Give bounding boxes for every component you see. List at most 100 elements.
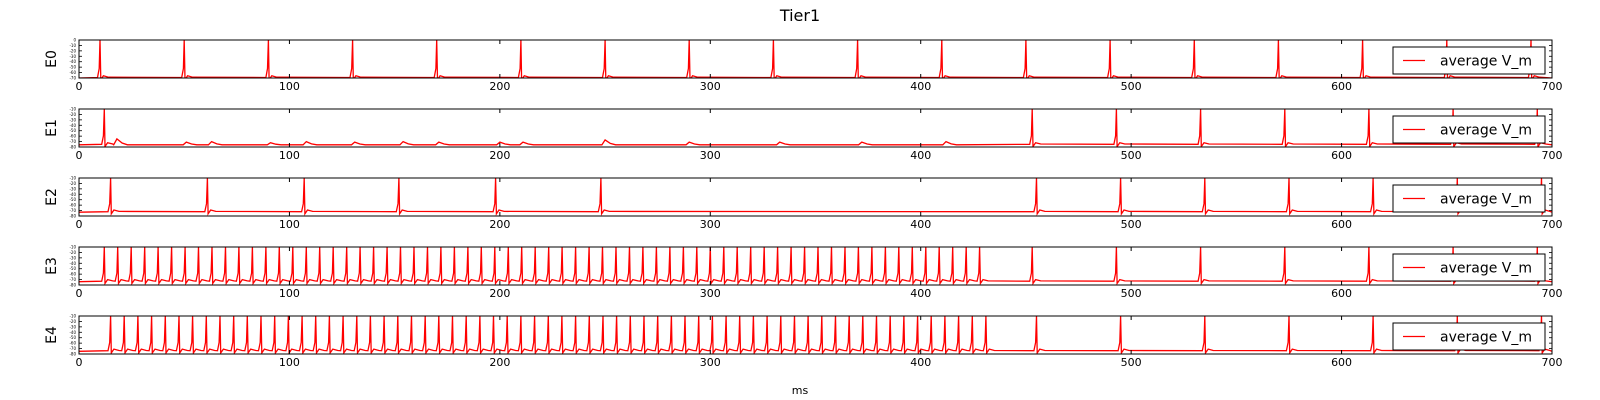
- x-tick-label: 500: [1121, 218, 1142, 231]
- y-tick-label: -30: [69, 117, 76, 122]
- y-tick-label: 0: [73, 38, 76, 43]
- y-axis-label: E0: [44, 50, 60, 68]
- y-tick-label: -50: [69, 128, 76, 133]
- x-tick-label: 200: [489, 287, 510, 300]
- y-tick-label: -40: [69, 123, 76, 128]
- y-tick-label: -70: [69, 208, 76, 213]
- x-tick-label: 0: [76, 356, 83, 369]
- y-tick-label: -70: [69, 277, 76, 282]
- x-tick-label: 100: [279, 218, 300, 231]
- y-tick-label: -30: [69, 255, 76, 260]
- x-tick-label: 600: [1331, 356, 1352, 369]
- x-tick-label: 300: [700, 149, 721, 162]
- y-tick-label: -10: [69, 43, 76, 48]
- plot-frame: [78, 177, 1553, 217]
- voltage-trace: [79, 316, 1552, 354]
- x-tick-label: 400: [910, 149, 931, 162]
- y-tick-label: -80: [69, 145, 76, 150]
- x-tick-label: 700: [1542, 149, 1563, 162]
- voltage-trace: [79, 40, 1552, 78]
- y-tick-label: -30: [69, 324, 76, 329]
- x-tick-label: 200: [489, 80, 510, 93]
- plot-frame: [78, 246, 1553, 286]
- plot-frame: [78, 39, 1553, 79]
- y-tick-label: -20: [69, 48, 76, 53]
- y-tick-label: -60: [69, 272, 76, 277]
- y-tick-label: -40: [69, 192, 76, 197]
- x-tick-label: 400: [910, 287, 931, 300]
- legend-box: [1392, 46, 1546, 75]
- x-tick-label: 600: [1331, 80, 1352, 93]
- y-tick-label: -10: [69, 107, 76, 112]
- y-tick-label: -40: [69, 59, 76, 64]
- y-tick-label: -50: [69, 335, 76, 340]
- plot-frame: [78, 108, 1553, 148]
- legend-label: average V_m: [1440, 192, 1532, 208]
- y-tick-label: -50: [69, 266, 76, 271]
- y-axis-label: E3: [44, 257, 60, 275]
- x-tick-label: 600: [1331, 218, 1352, 231]
- y-tick-label: -10: [69, 176, 76, 181]
- y-tick-label: -50: [69, 197, 76, 202]
- plot-frame: [78, 315, 1553, 355]
- y-tick-label: -80: [69, 283, 76, 288]
- x-tick-label: 700: [1542, 218, 1563, 231]
- panel-e3: 0 100 200 300 400 500 600 700 -10-20-30-40-50-60…: [44, 245, 1563, 301]
- panel-e4: 0 100 200 300 400 500 600 700 -10-20-30-40-50-60…: [44, 314, 1563, 370]
- y-tick-label: -30: [69, 186, 76, 191]
- legend-label: average V_m: [1440, 54, 1532, 70]
- x-tick-label: 700: [1542, 356, 1563, 369]
- x-tick-label: 600: [1331, 287, 1352, 300]
- x-tick-label: 500: [1121, 149, 1142, 162]
- y-tick-label: -20: [69, 319, 76, 324]
- x-tick-label: 0: [76, 287, 83, 300]
- chart-title: Tier1: [779, 6, 821, 25]
- x-tick-label: 0: [76, 218, 83, 231]
- x-tick-label: 400: [910, 218, 931, 231]
- x-tick-label: 400: [910, 356, 931, 369]
- y-tick-label: -70: [69, 139, 76, 144]
- y-tick-label: -50: [69, 65, 76, 70]
- x-tick-label: 200: [489, 218, 510, 231]
- legend-label: average V_m: [1440, 261, 1532, 277]
- y-tick-label: -40: [69, 261, 76, 266]
- x-tick-label: 0: [76, 80, 83, 93]
- y-tick-label: -20: [69, 112, 76, 117]
- x-tick-label: 200: [489, 356, 510, 369]
- x-tick-label: 300: [700, 287, 721, 300]
- x-tick-label: 100: [279, 149, 300, 162]
- x-tick-label: 700: [1542, 287, 1563, 300]
- x-tick-label: 400: [910, 80, 931, 93]
- legend-label: average V_m: [1440, 330, 1532, 346]
- y-tick-label: -60: [69, 134, 76, 139]
- y-tick-label: -60: [69, 203, 76, 208]
- panel-e0: 0 100 200 300 400 500 600 7000-10-20-30-40-50-6…: [44, 38, 1563, 94]
- panel-e2: 0 100 200 300 400 500 600 700 -10-20-30-40-50-60…: [44, 176, 1563, 232]
- y-tick-label: -40: [69, 330, 76, 335]
- voltage-trace: [79, 247, 1552, 285]
- x-tick-label: 100: [279, 80, 300, 93]
- x-tick-label: 300: [700, 218, 721, 231]
- y-tick-label: -10: [69, 314, 76, 319]
- x-tick-label: 300: [700, 80, 721, 93]
- panel-e1: 0 100 200 300 400 500 600 700 -10-20-30-40-50-60…: [44, 107, 1563, 163]
- x-tick-label: 500: [1121, 356, 1142, 369]
- y-tick-label: -70: [69, 76, 76, 81]
- x-axis-label: ms: [791, 384, 809, 397]
- voltage-trace: [79, 109, 1552, 147]
- y-axis-label: E1: [44, 119, 60, 137]
- legend-label: average V_m: [1440, 123, 1532, 139]
- y-tick-label: -80: [69, 352, 76, 357]
- voltage-trace: [79, 178, 1552, 216]
- y-axis-label: E2: [44, 188, 60, 206]
- y-tick-label: -80: [69, 214, 76, 219]
- y-tick-label: -20: [69, 250, 76, 255]
- x-tick-label: 700: [1542, 80, 1563, 93]
- y-tick-label: -60: [69, 70, 76, 75]
- y-tick-label: -30: [69, 54, 76, 59]
- x-tick-label: 500: [1121, 80, 1142, 93]
- y-tick-label: -20: [69, 181, 76, 186]
- x-tick-label: 600: [1331, 149, 1352, 162]
- y-tick-label: -10: [69, 245, 76, 250]
